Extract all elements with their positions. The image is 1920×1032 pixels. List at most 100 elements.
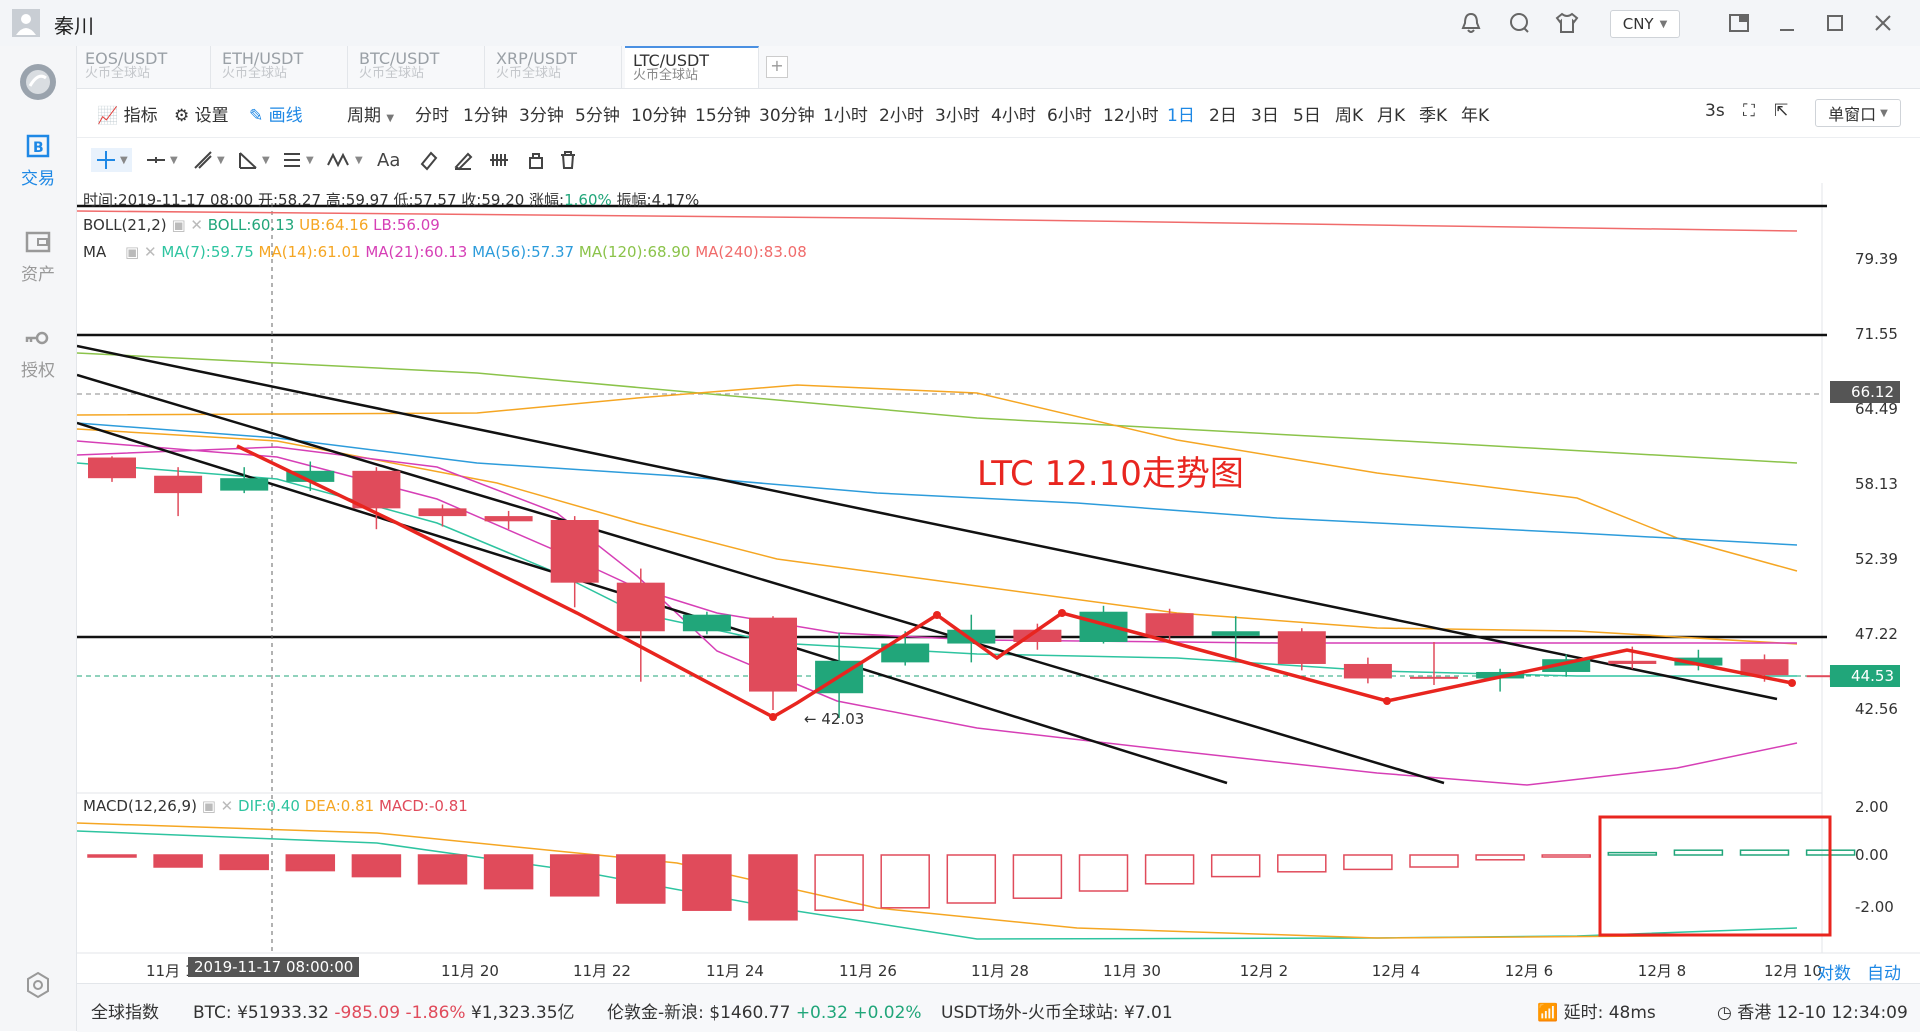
global-index-link[interactable]: 全球指数 [91,1003,159,1023]
btc-change: -985.09 [334,1003,401,1023]
settings-icon[interactable] [23,970,53,1000]
chart-toolbar: 📈 指标 ⚙ 设置 ✎ 画线 周期 ▼ 分时 1分钟 3分钟 5分钟 10分钟 15分钟 3… [77,89,1920,138]
close-icon[interactable] [1866,6,1900,40]
eye-icon[interactable]: ▣ [124,243,140,261]
currency-select[interactable]: CNY ▼ [1610,10,1680,38]
macd-info: MACD(12,26,9) ▣ ✕ DIF:0.40 DEA:0.81 MACD… [83,797,468,815]
tab-xrp-usdt[interactable]: XRP/USDT 火币全球站 [488,46,622,88]
tab-pair: LTC/USDT [633,51,710,70]
boll-label[interactable]: BOLL(21,2) [83,216,167,234]
tab-eth-usdt[interactable]: ETH/USDT 火币全球站 [214,46,348,88]
indicator-label: 指标 [123,106,158,126]
macd-label[interactable]: MACD(12,26,9) [83,797,197,815]
candle-body [682,614,731,632]
candle-body [484,516,533,522]
eye-icon[interactable]: ▣ [201,797,216,815]
latency: 📶 延时: 48ms [1537,998,1656,1023]
skin-icon[interactable] [1550,6,1584,40]
interval-30分钟[interactable]: 30分钟 [759,106,815,126]
export-icon[interactable]: ⇱ [1774,101,1789,121]
brush-tool[interactable] [452,148,474,172]
sidebar-item-auth[interactable]: 授权 [0,324,76,381]
interval-5日[interactable]: 5日 [1293,106,1321,126]
interval-2小时[interactable]: 2小时 [879,106,924,126]
text-tool[interactable]: Aa [377,148,400,172]
ma-label[interactable]: MA [83,243,107,261]
angle-tool[interactable]: ▼ [237,148,270,172]
bell-icon[interactable] [1454,6,1488,40]
fullscreen-icon[interactable]: ⛶ [1743,101,1755,121]
maximize-icon[interactable] [1818,6,1852,40]
ma240-line [77,210,1798,232]
lock-tool[interactable] [525,148,547,172]
status-bar: 全球指数 BTC: ¥51933.32 -985.09 -1.86% ¥1,32… [77,983,1920,1032]
usdt-otc[interactable]: USDT场外-火币全球站: ¥7.01 [941,1003,1173,1023]
interval-2日[interactable]: 2日 [1209,106,1237,126]
interval-12小时[interactable]: 12小时 [1103,106,1159,126]
interval-月K[interactable]: 月K [1377,106,1406,126]
interval-1小时[interactable]: 1小时 [823,106,868,126]
wave-tool[interactable]: ▼ [326,148,363,172]
window-mode-select[interactable]: 单窗口 ▼ [1815,99,1901,127]
drawing-toolbar: ▼ ▼ ▼ ▼ ▼ ▼ Aa [77,138,1920,182]
candle-body [286,470,335,482]
interval-6小时[interactable]: 6小时 [1047,106,1092,126]
macd-bar [682,854,732,911]
trend-line-tool[interactable]: ▼ [192,148,225,172]
draw-line-button[interactable]: ✎ 画线 [249,101,303,126]
log-scale-button[interactable]: 对数 [1817,964,1851,984]
macd-bar [153,854,203,868]
layout-icon[interactable] [1722,6,1756,40]
hover-price-tag: 66.12 [1830,381,1900,403]
auto-scale-button[interactable]: 自动 [1867,964,1901,984]
tab-exchange: 火币全球站 [633,68,699,83]
interval-3分钟[interactable]: 3分钟 [519,106,564,126]
btc-ticker[interactable]: BTC: ¥51933.32 -985.09 -1.86% ¥1,323.35亿 [193,998,575,1023]
interval-15分钟[interactable]: 15分钟 [695,106,751,126]
minimize-icon[interactable] [1770,6,1804,40]
tab-pair: BTC/USDT [359,49,440,68]
clock-icon: ◷ [1717,1003,1732,1023]
sidebar-item-trade[interactable]: B 交易 [0,132,76,189]
interval-年K[interactable]: 年K [1461,106,1490,126]
candle-body [1277,631,1326,664]
interval-1分钟[interactable]: 1分钟 [463,106,508,126]
magnet-tool[interactable] [487,148,511,172]
fibonacci-tool[interactable]: ▼ [281,148,314,172]
gold-ticker[interactable]: 伦敦金-新浪: $1460.77 +0.32 +0.02% [607,998,922,1023]
interval-1日[interactable]: 1日 [1167,106,1195,126]
message-icon[interactable] [1502,6,1536,40]
delete-tool[interactable] [557,148,579,172]
interval-10分钟[interactable]: 10分钟 [631,106,687,126]
chart-canvas[interactable]: 79.39 71.55 64.49 58.13 52.39 47.22 42.56 2.00 0… [77,183,1920,983]
chevron-down-icon: ▼ [1659,18,1668,30]
close-icon[interactable]: ✕ [220,797,234,815]
highlight-box [1598,815,1832,937]
tab-btc-usdt[interactable]: BTC/USDT 火币全球站 [351,46,485,88]
eraser-tool[interactable] [417,148,439,172]
interval-周K[interactable]: 周K [1335,106,1364,126]
crosshair-tool[interactable]: ▼ [91,148,132,172]
eye-icon[interactable]: ▣ [171,216,186,234]
interval-3小时[interactable]: 3小时 [935,106,980,126]
interval-4小时[interactable]: 4小时 [991,106,1036,126]
settings-button[interactable]: ⚙ 设置 [174,101,229,126]
interval-3日[interactable]: 3日 [1251,106,1279,126]
indicator-button[interactable]: 📈 指标 [97,101,158,126]
close-icon[interactable]: ✕ [143,243,157,261]
user-avatar-icon[interactable] [12,9,40,37]
interval-分时[interactable]: 分时 [415,106,449,126]
refresh-rate[interactable]: 3s [1705,101,1725,121]
add-tab-button[interactable]: + [766,56,788,78]
tab-ltc-usdt[interactable]: LTC/USDT 火币全球站 [625,46,759,88]
user-name[interactable]: 秦川 [54,14,94,38]
kline-chart[interactable]: 79.39 71.55 64.49 58.13 52.39 47.22 42.56 2.00 0… [77,183,1920,984]
horizontal-line-tool[interactable]: ▼ [145,148,178,172]
period-select[interactable]: 周期 ▼ [347,101,394,126]
interval-5分钟[interactable]: 5分钟 [575,106,620,126]
interval-季K[interactable]: 季K [1419,106,1448,126]
macd-bar [1144,854,1195,885]
tab-eos-usdt[interactable]: EOS/USDT 火币全球站 [77,46,211,88]
sidebar-item-assets[interactable]: 资产 [0,228,76,285]
close-icon[interactable]: ✕ [190,216,203,234]
